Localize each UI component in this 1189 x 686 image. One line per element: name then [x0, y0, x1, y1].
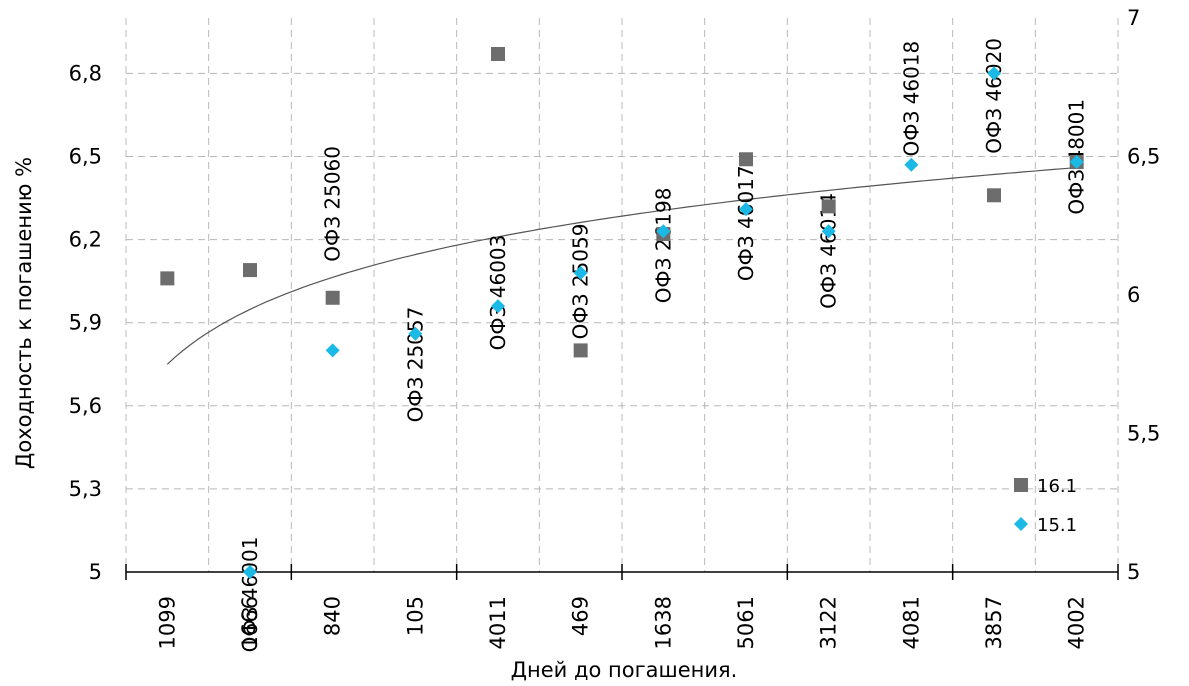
legend-label: 16.1: [1037, 476, 1077, 497]
x-tick-label: 105: [403, 596, 427, 636]
x-tick-label: 4081: [899, 596, 923, 649]
bond-label: ОФЗ 46018: [899, 41, 923, 157]
x-tick-label: 469: [569, 596, 593, 636]
bond-labels: ОФЗ 46001 ОФЗ 25060 ОФЗ 25057 ОФЗ 46003 ОФЗ …: [238, 38, 1089, 652]
x-tick-label: 4011: [486, 596, 510, 649]
x-axis-title: Дней до погашения.: [511, 658, 738, 682]
y-left-tick-labels: 5 5,3 5,6 5,9 6,2 6,5 6,8: [69, 61, 102, 584]
legend-label: 15.1: [1037, 515, 1077, 536]
data-point-diamond: [408, 326, 423, 341]
data-point-square: [987, 188, 1001, 203]
bond-label: ОФЗ 25059: [569, 224, 593, 340]
y-left-tick-label: 5: [89, 560, 102, 584]
data-point-diamond: [491, 299, 505, 314]
y-right-tick-label: 6,5: [1127, 145, 1160, 169]
bond-label: ОФЗ 46003: [486, 235, 510, 351]
axes: [125, 564, 1119, 580]
bond-label: ОФЗ 46020: [982, 38, 1006, 154]
data-point-square: [739, 152, 753, 167]
y-axis-title: Доходность к погашению %: [12, 157, 36, 469]
data-point-diamond: [656, 224, 671, 239]
data-point-diamond: [1069, 155, 1084, 170]
y-left-tick-label: 5,6: [69, 394, 102, 418]
legend: 16.1 15.1: [1014, 476, 1077, 536]
y-right-tick-label: 5,5: [1127, 422, 1160, 446]
data-point-diamond: [821, 224, 836, 239]
data-point-diamond: [739, 202, 753, 217]
y-left-tick-label: 6,8: [69, 61, 102, 85]
x-tick-label: 5061: [734, 596, 758, 649]
y-right-tick-label: 7: [1127, 6, 1140, 30]
bond-label: ОФЗ 26198: [651, 188, 675, 304]
bond-label: ОФЗ 46001: [238, 537, 262, 653]
data-point-diamond: [987, 66, 1001, 81]
y-right-tick-labels: 5 5,5 6 6,5 7: [1127, 6, 1160, 584]
legend-marker-diamond: [1014, 517, 1028, 531]
data-point-diamond: [573, 265, 588, 280]
trendline-group: [166, 167, 1077, 365]
x-tick-label: 1638: [651, 596, 675, 649]
y-left-tick-label: 6,5: [69, 145, 102, 169]
x-tick-label: 4002: [1065, 596, 1089, 649]
y-left-tick-label: 6,2: [69, 228, 102, 252]
x-tick-label: 3122: [817, 596, 841, 649]
data-point-square: [160, 271, 175, 286]
x-tick-label: 3857: [982, 596, 1006, 649]
data-point-square: [243, 263, 257, 278]
data-markers: [160, 47, 1084, 579]
x-tick-label: 1666: [238, 596, 262, 649]
grid: [125, 18, 1119, 572]
bond-label: ОФЗ 25057: [403, 307, 427, 423]
data-point-square: [491, 47, 505, 62]
bond-label: ОФЗ 25060: [321, 146, 345, 262]
x-tick-label: 840: [321, 596, 345, 636]
data-point-square: [573, 343, 588, 358]
data-point-square: [821, 199, 836, 214]
legend-marker-square: [1014, 478, 1028, 492]
data-point-diamond: [325, 343, 340, 358]
y-left-tick-label: 5,9: [69, 311, 102, 335]
trendline: [166, 167, 1077, 365]
data-point-diamond: [904, 157, 919, 172]
data-point-diamond: [243, 565, 257, 579]
data-point-square: [325, 290, 340, 305]
y-right-tick-label: 6: [1127, 283, 1140, 307]
x-tick-label: 1099: [155, 596, 179, 649]
y-right-tick-label: 5: [1127, 560, 1140, 584]
y-left-tick-label: 5,3: [69, 477, 102, 501]
bond-label: ОФЗ 46017: [734, 165, 758, 281]
x-tick-labels: 1099 1666 840 105 4011 469 1638 5061 3122 4081 385…: [155, 596, 1088, 649]
